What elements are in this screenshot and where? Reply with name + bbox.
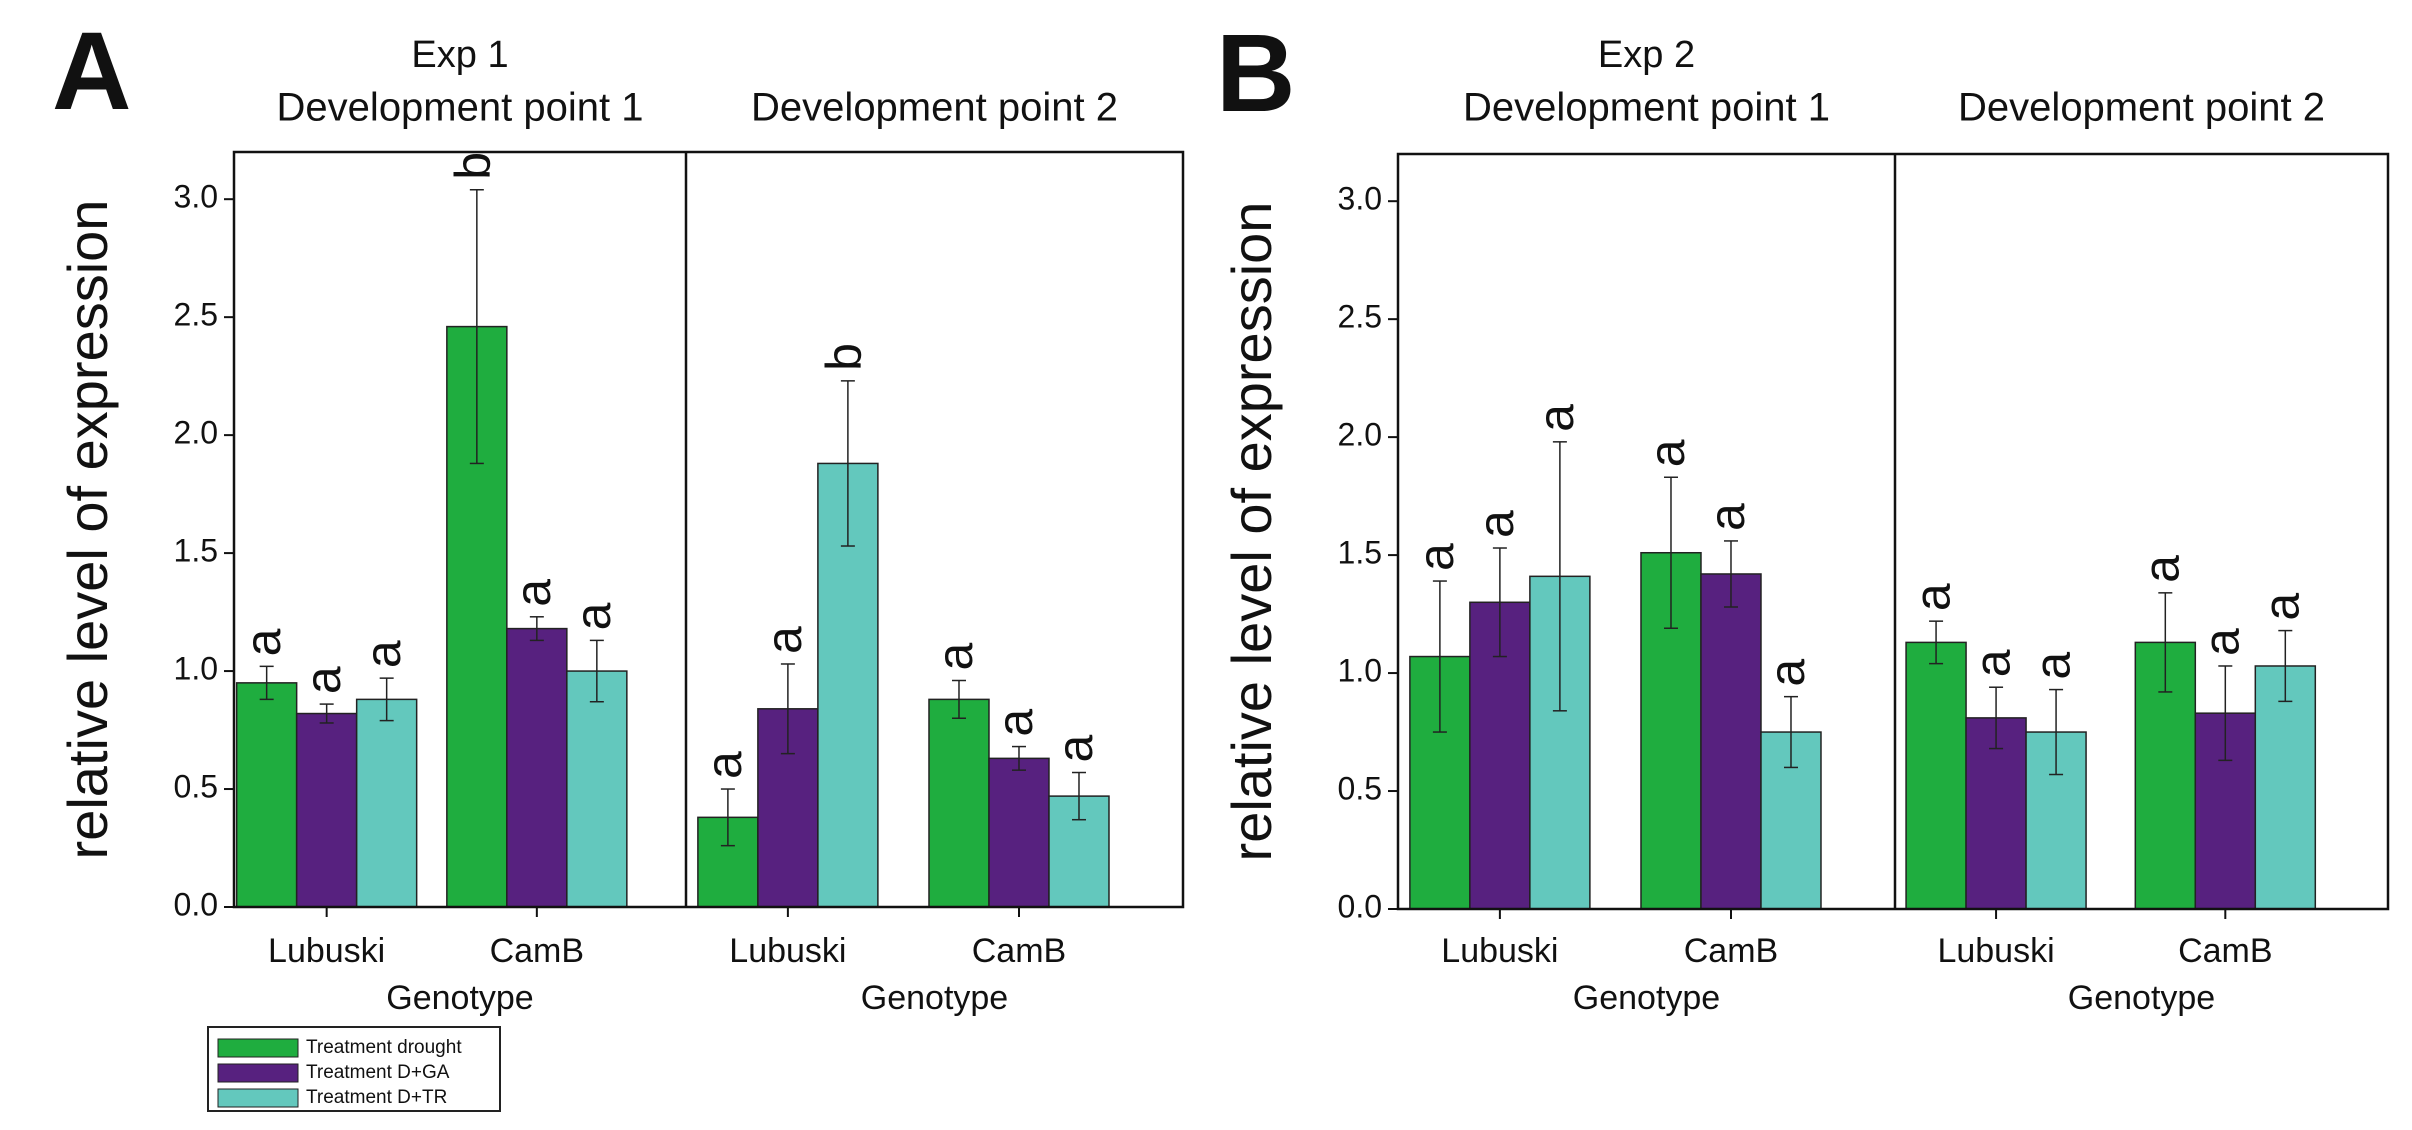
x-axis-label: Genotype: [861, 979, 1008, 1017]
x-tick-label: CamB: [1684, 932, 1778, 970]
significance-letter: a: [355, 640, 411, 668]
panel-title: Exp 1: [411, 34, 508, 76]
y-tick-label: 3.0: [174, 179, 218, 215]
panel-label: B: [1216, 12, 1295, 135]
significance-letter: a: [1528, 404, 1584, 432]
bar: [2254, 665, 2317, 910]
bar: [1700, 573, 1762, 910]
y-tick-label: 2.0: [1338, 417, 1382, 453]
y-tick-label: 2.5: [1338, 299, 1382, 335]
y-tick-label: 1.5: [174, 533, 218, 569]
significance-letter: a: [2254, 593, 2310, 621]
bar: [1905, 641, 1967, 910]
significance-letter: a: [1904, 583, 1960, 611]
y-tick-label: 0.5: [1338, 770, 1382, 806]
subtitle: Development point 2: [751, 86, 1118, 130]
plot-frame: [1396, 152, 2390, 911]
legend-label: Treatment drought: [306, 1037, 462, 1058]
x-axis-label: Genotype: [1573, 979, 1720, 1017]
y-tick-label: 1.0: [1338, 653, 1382, 689]
significance-letter: b: [816, 343, 872, 371]
bar: [506, 627, 568, 908]
y-axis-label: relative level of expression: [56, 200, 119, 860]
x-axis-label: Genotype: [386, 979, 533, 1017]
significance-letter: a: [1408, 543, 1464, 571]
significance-letter: a: [987, 709, 1043, 737]
x-tick-label: Lubuski: [268, 932, 385, 970]
significance-letter: a: [1964, 649, 2020, 677]
significance-letter: a: [565, 602, 621, 630]
significance-letter: a: [2134, 555, 2190, 583]
legend-label: Treatment D+GA: [306, 1062, 450, 1083]
x-tick-label: CamB: [972, 932, 1066, 970]
y-tick-label: 0.0: [1338, 888, 1382, 924]
significance-letter: a: [1759, 659, 1815, 687]
significance-letter: a: [295, 666, 351, 694]
legend-swatch: [217, 1038, 299, 1058]
subtitle: Development point 2: [1958, 86, 2325, 130]
y-tick-label: 0.0: [174, 886, 218, 922]
subtitle: Development point 1: [1463, 86, 1830, 130]
panel-title: Exp 2: [1598, 34, 1695, 76]
significance-letter: a: [1468, 510, 1524, 538]
bar: [566, 670, 628, 908]
significance-letter: a: [2024, 652, 2080, 680]
x-tick-label: Lubuski: [729, 932, 846, 970]
bar: [235, 682, 298, 908]
significance-letter: a: [927, 643, 983, 671]
y-tick-label: 0.5: [174, 768, 218, 804]
significance-letter: a: [1047, 735, 1103, 763]
legend-label: Treatment D+TR: [306, 1087, 447, 1108]
bar: [355, 698, 418, 908]
panel-label: A: [52, 10, 131, 133]
significance-letter: a: [2194, 628, 2250, 656]
legend-swatch: [217, 1063, 299, 1083]
significance-letter: a: [1699, 503, 1755, 531]
x-tick-label: CamB: [2178, 932, 2272, 970]
y-tick-label: 3.0: [1338, 181, 1382, 217]
significance-letter: a: [1639, 439, 1695, 467]
y-tick-label: 2.0: [174, 415, 218, 451]
bar: [928, 698, 990, 908]
bar: [988, 757, 1050, 908]
x-tick-label: Lubuski: [1441, 932, 1558, 970]
x-tick-label: Lubuski: [1937, 932, 2054, 970]
significance-letter: a: [235, 628, 291, 656]
significance-letter: a: [756, 626, 812, 654]
significance-letter: a: [696, 751, 752, 779]
y-tick-label: 2.5: [174, 297, 218, 333]
x-tick-label: CamB: [490, 932, 584, 970]
bar: [295, 712, 358, 908]
y-tick-label: 1.5: [1338, 535, 1382, 571]
significance-letter: b: [445, 152, 501, 180]
y-tick-label: 1.0: [174, 651, 218, 687]
legend-swatch: [217, 1088, 299, 1108]
plot-frame: [232, 150, 1185, 909]
subtitle: Development point 1: [277, 86, 644, 130]
y-axis-label: relative level of expression: [1220, 202, 1283, 862]
x-axis-label: Genotype: [2068, 979, 2215, 1017]
significance-letter: a: [505, 579, 561, 607]
